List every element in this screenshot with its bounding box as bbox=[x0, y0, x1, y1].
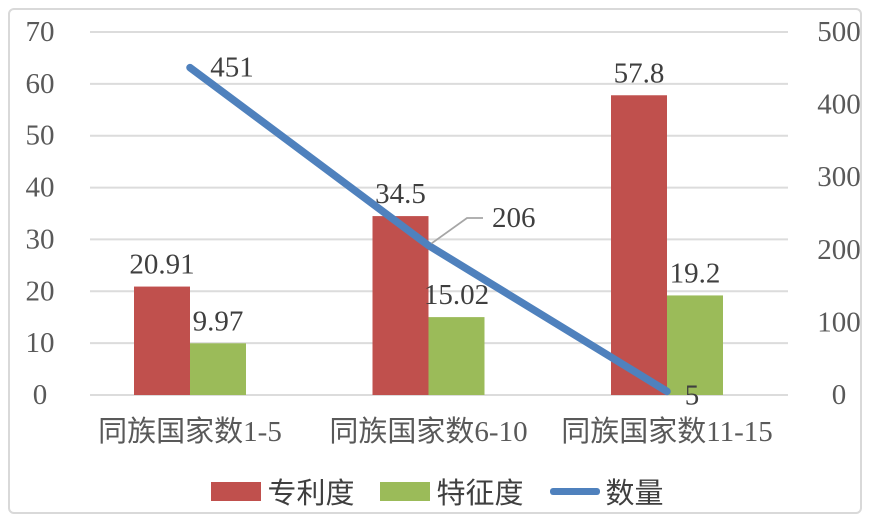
right-axis-tick-label: 0 bbox=[832, 379, 847, 411]
category-label: 同族国家数11-15 bbox=[561, 415, 773, 448]
left-axis-tick-label: 30 bbox=[26, 223, 55, 255]
bar-patent-degree bbox=[611, 95, 667, 395]
bar-feature-degree bbox=[428, 317, 485, 395]
right-axis-tick-label: 100 bbox=[817, 306, 861, 338]
right-axis-tick-label: 400 bbox=[817, 89, 861, 121]
line-data-label-callout: 206 bbox=[492, 202, 536, 234]
bar-feature-degree bbox=[190, 343, 246, 395]
legend-label-feature-degree: 特征度 bbox=[436, 478, 524, 510]
bar-feature-degree bbox=[667, 295, 723, 395]
bar-patent-degree bbox=[134, 286, 190, 395]
bar-patent-degree bbox=[372, 216, 429, 395]
quantity-trend-line bbox=[186, 63, 671, 396]
legend-label-quantity: 数量 bbox=[605, 478, 664, 510]
bar-data-label: 34.5 bbox=[375, 178, 426, 210]
chart-legend: 专利度 特征度 数量 bbox=[0, 472, 875, 510]
line-data-label: 451 bbox=[210, 52, 254, 84]
bar-data-label: 15.02 bbox=[424, 279, 489, 311]
left-axis-tick-label: 20 bbox=[26, 275, 55, 307]
patent-degree-swatch bbox=[211, 481, 262, 501]
quantity-line-swatch bbox=[549, 487, 600, 495]
legend-item-quantity: 数量 bbox=[549, 470, 664, 512]
feature-degree-swatch bbox=[380, 481, 431, 501]
legend-label-patent-degree: 专利度 bbox=[267, 478, 355, 510]
right-axis-tick-label: 300 bbox=[817, 161, 861, 193]
left-axis-tick-label: 50 bbox=[26, 120, 55, 152]
left-axis-tick-label: 60 bbox=[26, 68, 55, 100]
category-label: 同族国家数1-5 bbox=[98, 415, 282, 448]
bar-data-label: 19.2 bbox=[670, 257, 721, 289]
callout-leader-line bbox=[430, 217, 483, 245]
left-axis-tick-label: 0 bbox=[33, 379, 48, 411]
category-label: 同族国家数6-10 bbox=[329, 415, 527, 448]
right-axis-tick-label: 500 bbox=[817, 16, 861, 48]
left-axis-tick-label: 70 bbox=[26, 16, 55, 48]
chart-border-frame bbox=[8, 8, 862, 514]
line-data-label: 5 bbox=[685, 379, 700, 411]
legend-item-feature-degree: 特征度 bbox=[380, 470, 524, 512]
bar-data-label: 57.8 bbox=[614, 57, 665, 89]
right-axis-tick-label: 200 bbox=[817, 234, 861, 266]
bar-data-label: 20.91 bbox=[129, 249, 194, 281]
left-axis-tick-label: 10 bbox=[26, 327, 55, 359]
left-axis-tick-label: 40 bbox=[26, 172, 55, 204]
legend-item-patent-degree: 专利度 bbox=[211, 470, 354, 512]
bar-data-label: 9.97 bbox=[193, 305, 244, 337]
